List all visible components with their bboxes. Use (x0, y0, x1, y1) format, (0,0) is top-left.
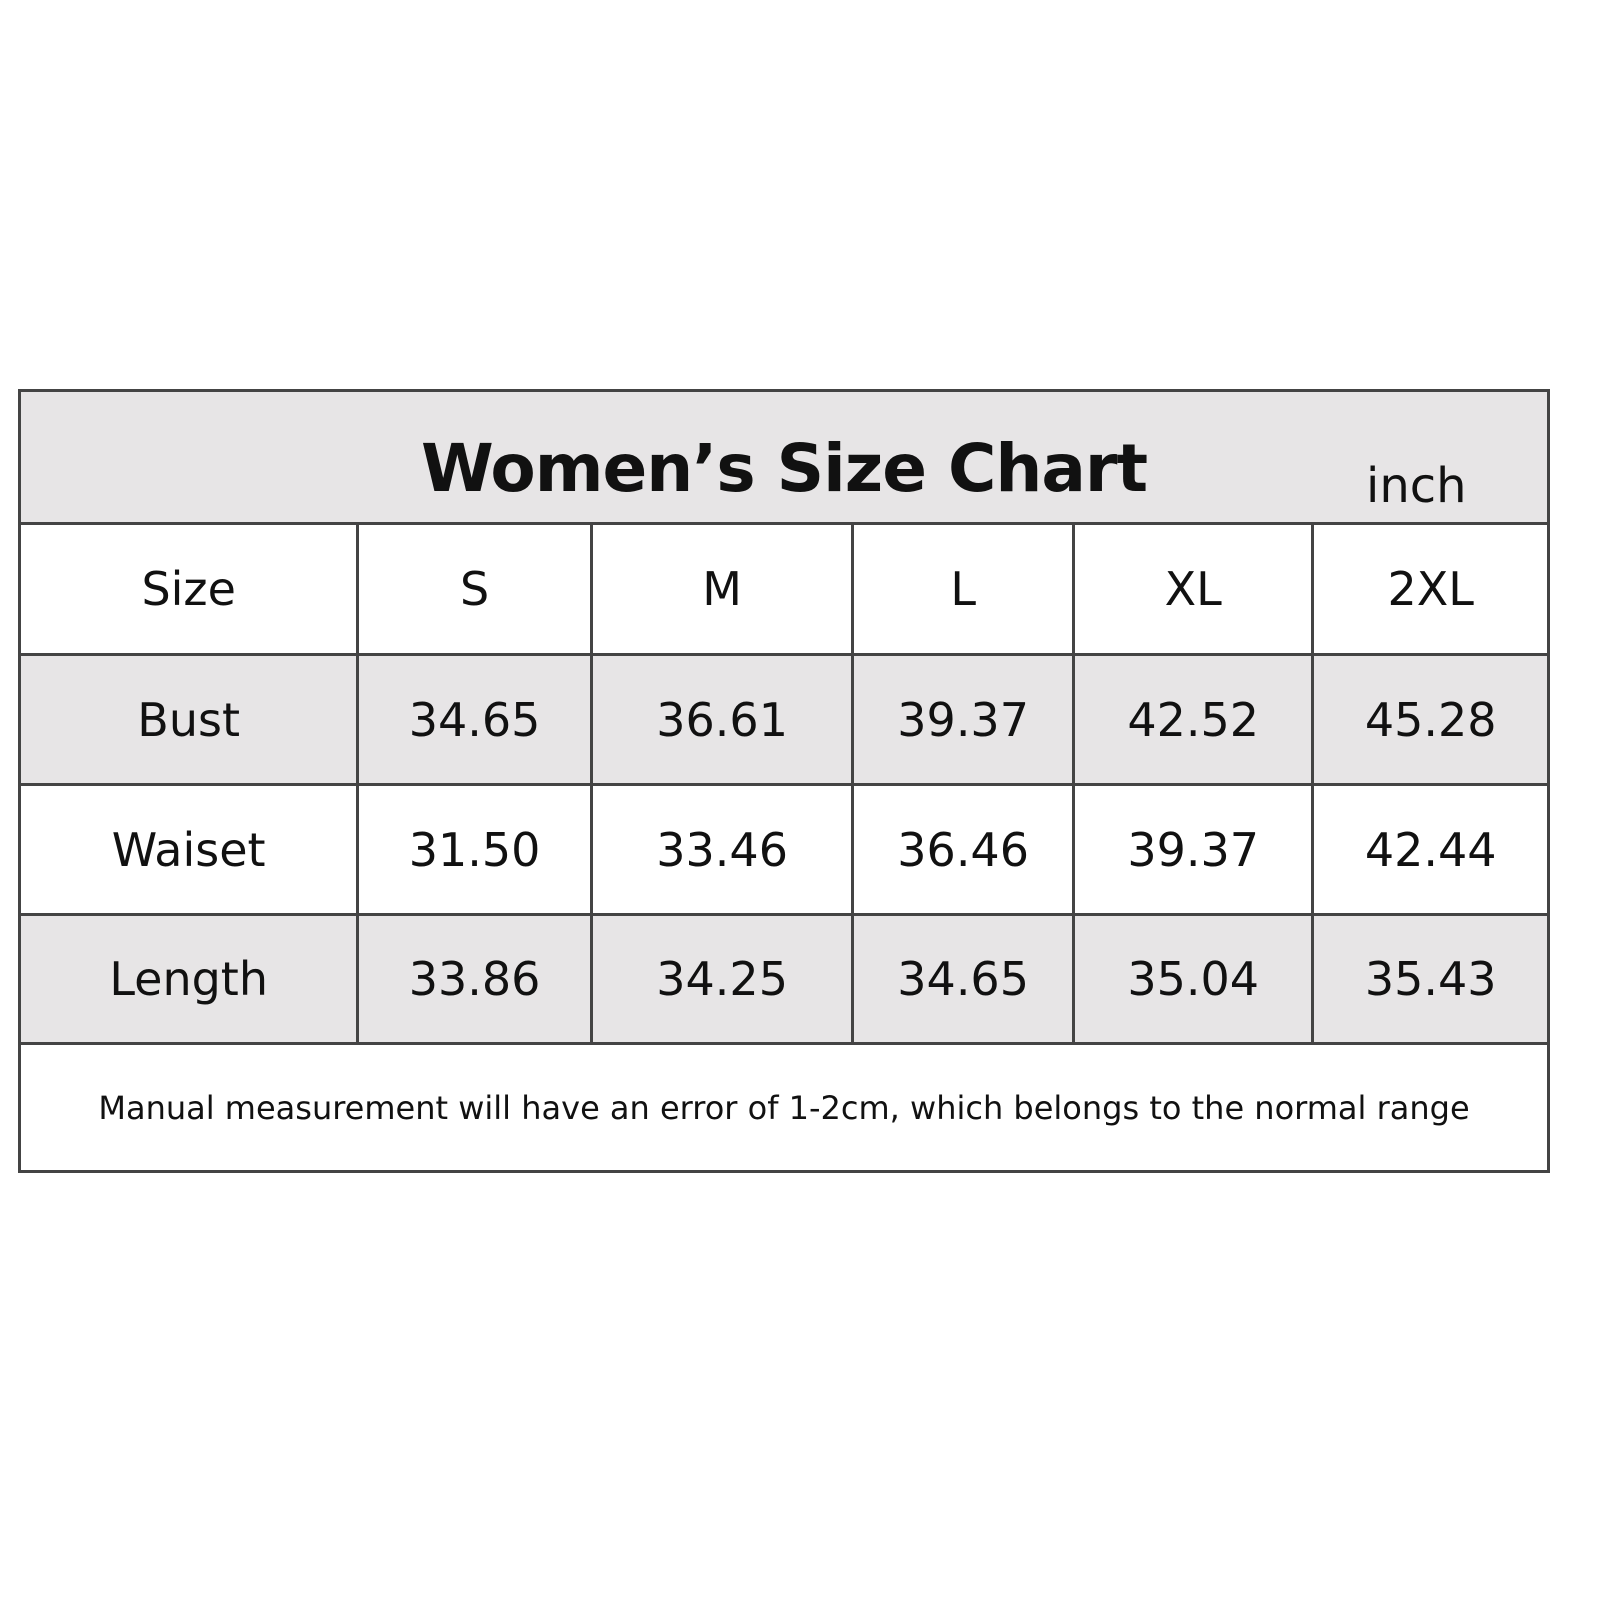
row-label: Bust (21, 656, 360, 783)
value-cell: 34.25 (593, 916, 855, 1042)
value-cell: 42.52 (1075, 656, 1315, 783)
size-header-cell: 2XL (1387, 562, 1474, 616)
value-cell: 36.61 (593, 656, 855, 783)
size-label-cell: Size (21, 525, 360, 653)
value-cell: 39.37 (854, 656, 1075, 783)
unit-label: inch (1366, 458, 1467, 514)
value-cell: 35.43 (1364, 952, 1497, 1006)
table-row: Waiset 31.50 33.46 36.46 39.37 42.44 (21, 786, 1547, 916)
value-cell: 45.28 (1364, 692, 1497, 747)
value-cell: 34.65 (359, 656, 593, 783)
size-header-cell: L (854, 525, 1075, 653)
table-row: Bust 34.65 36.61 39.37 42.52 45.28 (21, 656, 1547, 786)
value-cell: 35.04 (1075, 916, 1315, 1042)
header-row: Size S M L XL 2XL (21, 525, 1547, 656)
value-cell: 34.65 (854, 916, 1075, 1042)
value-cell: 31.50 (359, 786, 593, 913)
title-row: Women’s Size Chart inch (21, 392, 1547, 525)
size-header-cell: S (359, 525, 593, 653)
note: Manual measurement will have an error of… (98, 1088, 1470, 1127)
row-label: Length (21, 916, 360, 1042)
value-cell: 33.86 (359, 916, 593, 1042)
row-label: Waiset (21, 786, 360, 913)
value-cell: 36.46 (854, 786, 1075, 913)
value-cell: 42.44 (1364, 822, 1497, 877)
size-chart-table: Women’s Size Chart inch Size S M L XL 2XL Bust… (18, 389, 1550, 1173)
chart-title: Women’s Size Chart (420, 430, 1148, 507)
value-cell: 39.37 (1075, 786, 1315, 913)
value-cell: 33.46 (593, 786, 855, 913)
table-row: Length 33.86 34.25 34.65 35.04 35.43 (21, 916, 1547, 1045)
size-header-cell: M (593, 525, 855, 653)
size-header-cell: XL (1075, 525, 1315, 653)
